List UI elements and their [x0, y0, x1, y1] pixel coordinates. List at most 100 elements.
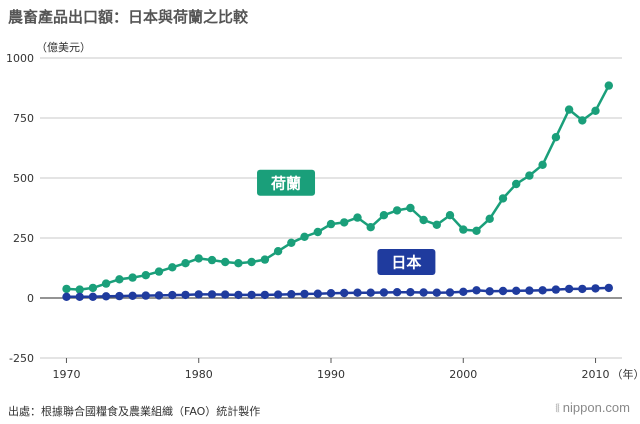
- y-tick-label: 0: [27, 292, 34, 305]
- series-1-point: [313, 289, 322, 298]
- source-note: 出處：根據聯合國糧食及農業組織（FAO）統計製作: [8, 405, 261, 418]
- series-0-point: [168, 263, 177, 272]
- line-chart: -250 0 250 500 750 1000 1970 1980 1990 2000 2010 （年…: [6, 52, 640, 381]
- series-0-point: [234, 259, 243, 268]
- series-1-point: [234, 290, 243, 300]
- series-1-point: [498, 286, 508, 296]
- x-tick-label: 1980: [185, 368, 213, 381]
- series-1-point: [168, 290, 177, 300]
- series-1-point: [326, 289, 336, 298]
- series-1-point: [512, 286, 521, 295]
- series-1-point: [379, 288, 389, 297]
- series-1-point: [591, 284, 600, 293]
- series-0-point: [591, 106, 600, 116]
- series-1-point: [353, 288, 362, 297]
- series-0-point: [538, 160, 547, 169]
- series-label-0: 荷蘭: [271, 174, 301, 192]
- series-1-point: [445, 288, 455, 297]
- series-1-point: [273, 290, 283, 299]
- chart-title: 農畜產品出口額：日本與荷蘭之比較: [8, 8, 249, 26]
- series-1-point: [300, 289, 309, 299]
- series-1-point: [75, 292, 84, 301]
- series-0-point: [273, 247, 283, 256]
- series-0-point: [221, 257, 230, 267]
- series-1-point: [366, 288, 375, 297]
- series-1-point: [525, 286, 534, 295]
- series-0-point: [512, 179, 521, 189]
- series-1-point: [62, 292, 71, 301]
- series-layer: [62, 81, 613, 301]
- axes: -250 0 250 500 750 1000 1970 1980 1990 2000 2010 （年…: [6, 52, 640, 381]
- series-0-point: [419, 215, 428, 225]
- series-0-point: [313, 227, 322, 237]
- x-tick-label: 2010: [582, 368, 610, 381]
- series-1-point: [340, 288, 349, 298]
- series-1-point: [406, 288, 415, 297]
- series-label-1: 日本: [391, 254, 421, 272]
- series-1-point: [181, 290, 190, 300]
- series-0-point: [406, 203, 415, 213]
- y-tick-label: -250: [9, 352, 34, 365]
- series-0-point: [459, 225, 468, 234]
- series-0-point: [551, 133, 561, 142]
- series-0-point: [260, 255, 270, 264]
- series-0-point: [353, 213, 362, 222]
- series-1-point: [392, 288, 402, 297]
- series-0-point: [207, 255, 217, 265]
- series-0-point: [154, 267, 164, 276]
- series-1-point: [604, 283, 613, 293]
- series-0-point: [141, 271, 150, 280]
- series-0-point: [472, 226, 481, 235]
- series-0-point: [75, 285, 84, 294]
- series-1-point: [564, 284, 574, 294]
- series-1-point: [538, 286, 547, 295]
- series-0-point: [247, 257, 256, 267]
- y-tick-label: 500: [13, 172, 34, 185]
- series-1-point: [115, 291, 124, 301]
- series-label-box-0: [257, 169, 316, 196]
- series-1-point: [88, 292, 98, 301]
- series-0-point: [340, 218, 349, 227]
- series-0-point: [578, 116, 587, 125]
- series-1-point: [419, 288, 428, 297]
- series-label-box-1: [377, 249, 436, 275]
- x-axis-unit-label: （年）: [612, 367, 640, 381]
- series-1-point: [221, 290, 230, 299]
- y-tick-label: 250: [13, 232, 34, 245]
- series-1-point: [485, 287, 494, 296]
- x-tick-label: 1970: [52, 368, 80, 381]
- series-0-point: [300, 232, 309, 241]
- series-1-point: [287, 290, 296, 299]
- series-0-point: [181, 259, 190, 268]
- series-0-point: [287, 238, 296, 247]
- series-line-0: [66, 85, 610, 291]
- y-tick-label: 750: [13, 112, 34, 125]
- series-0-point: [432, 220, 441, 229]
- series-1-point: [128, 291, 137, 300]
- series-1-point: [194, 290, 203, 299]
- series-1-point: [432, 288, 441, 297]
- x-tick-label: 1990: [317, 368, 345, 381]
- y-tick-label: 1000: [6, 52, 34, 65]
- series-1-point: [578, 284, 587, 294]
- series-1-point: [141, 291, 150, 300]
- series-1-point: [101, 292, 111, 301]
- series-1-point: [260, 290, 270, 300]
- series-0-point: [498, 194, 508, 203]
- x-tick-label: 2000: [449, 368, 477, 381]
- grid: [40, 57, 622, 359]
- series-0-point: [128, 273, 137, 282]
- brand-text: nippon.com: [562, 400, 630, 415]
- series-1-point: [247, 290, 256, 300]
- series-0-point: [62, 284, 71, 294]
- series-0-point: [564, 105, 574, 114]
- series-1-point: [472, 286, 481, 295]
- series-1-point: [551, 285, 561, 294]
- brand-logo[interactable]: ⧛ nippon.com: [555, 400, 630, 416]
- series-0-point: [379, 211, 389, 220]
- series-0-point: [194, 254, 203, 263]
- series-1-point: [459, 287, 468, 296]
- series-1-point: [207, 290, 217, 299]
- series-0-point: [366, 223, 375, 232]
